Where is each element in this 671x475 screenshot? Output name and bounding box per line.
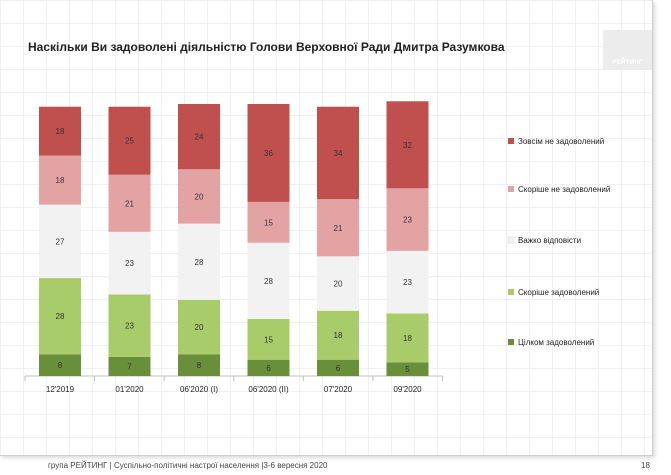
legend-swatch [508, 186, 514, 192]
bar-segment [108, 294, 151, 357]
data-label: 7 [127, 362, 132, 371]
bar-segment [108, 174, 151, 232]
legend-swatch [508, 138, 514, 144]
stacked-bar-chart: 8 28 27 18 18 12'2019 7 23 23 21 25 01'2020 8 20 28 20 2… [24, 101, 610, 394]
bar-segment [108, 106, 151, 175]
bar-segment [39, 278, 81, 355]
data-label: 23 [403, 216, 412, 225]
bar-segment [178, 299, 220, 355]
bar-segment [386, 313, 429, 363]
legend-swatch [508, 339, 514, 345]
data-label: 32 [403, 141, 412, 150]
bar-segment [39, 106, 81, 156]
legend-label: Скоріше задоволений [518, 288, 599, 297]
legend-label: Зовсім не задоволений [518, 137, 604, 146]
bar-segment [247, 201, 290, 243]
data-label: 5 [405, 365, 410, 374]
bar-segment [108, 356, 151, 376]
data-label: 15 [264, 218, 273, 227]
bar-segment [178, 223, 220, 300]
data-label: 23 [403, 278, 412, 287]
bar-segment [39, 155, 81, 205]
logo-text: РЕЙТИНГ [612, 60, 643, 66]
data-label: 20 [195, 323, 204, 332]
bar-segment [108, 231, 151, 295]
data-label: 20 [195, 192, 204, 201]
data-label: 34 [334, 149, 343, 158]
bar-segment [386, 250, 429, 314]
data-label: 23 [125, 322, 134, 331]
x-tick-label: 07'2020 [324, 385, 353, 394]
bar-segment [317, 310, 359, 360]
data-label: 18 [403, 334, 412, 343]
bar-segment [386, 101, 429, 189]
data-label: 36 [264, 149, 273, 158]
legend-label: Цілком задоволений [518, 338, 594, 347]
bar-segment [178, 104, 220, 170]
page-number: 18 [641, 461, 650, 470]
x-tick-label: 06'2020 (ІІ) [248, 385, 289, 394]
data-label: 6 [266, 364, 271, 373]
bar-segment [247, 318, 290, 360]
data-label: 15 [264, 335, 273, 344]
bar-segment [39, 204, 81, 279]
data-label: 21 [334, 224, 343, 233]
bar-segment [317, 359, 359, 376]
x-tick-label: 06'2020 (І) [180, 385, 218, 394]
chart-title: Наскільки Ви задоволені діяльністю Голов… [28, 40, 505, 54]
legend-label: Скоріше не задоволений [518, 185, 610, 194]
data-label: 25 [125, 137, 134, 146]
bar-segment [317, 256, 359, 311]
bar-segment [317, 106, 359, 200]
bar-segment [386, 188, 429, 251]
bar-segment [247, 104, 290, 202]
x-tick-label: 12'2019 [46, 385, 75, 394]
data-label: 18 [56, 127, 65, 136]
bar-segment [386, 362, 429, 376]
bar-segment [178, 169, 220, 224]
legend-swatch [507, 236, 515, 244]
data-label: 6 [336, 364, 341, 373]
bar-segment [247, 242, 290, 319]
bar-segment [39, 354, 81, 376]
x-tick-label: 09'2020 [393, 385, 422, 394]
data-label: 18 [56, 176, 65, 185]
legend-swatch [508, 289, 514, 295]
bar-segment [247, 359, 290, 376]
slide: Наскільки Ви задоволені діяльністю Голов… [0, 0, 653, 456]
data-label: 28 [56, 312, 65, 321]
data-label: 21 [125, 199, 134, 208]
data-label: 28 [195, 258, 204, 267]
data-label: 18 [334, 331, 343, 340]
bar-segment [178, 354, 220, 376]
data-label: 8 [197, 361, 202, 370]
legend-label: Важко відповісти [518, 236, 581, 245]
data-label: 20 [334, 280, 343, 289]
data-label: 27 [56, 237, 65, 246]
x-tick-label: 01'2020 [115, 385, 144, 394]
footer-text: група РЕЙТИНГ | Суспільно-політичні наст… [48, 461, 328, 470]
bar-segment [317, 199, 359, 257]
data-label: 23 [125, 259, 134, 268]
rating-logo: РЕЙТИНГ [603, 30, 652, 70]
data-label: 8 [58, 361, 63, 370]
data-label: 24 [195, 133, 204, 142]
data-label: 28 [264, 277, 273, 286]
